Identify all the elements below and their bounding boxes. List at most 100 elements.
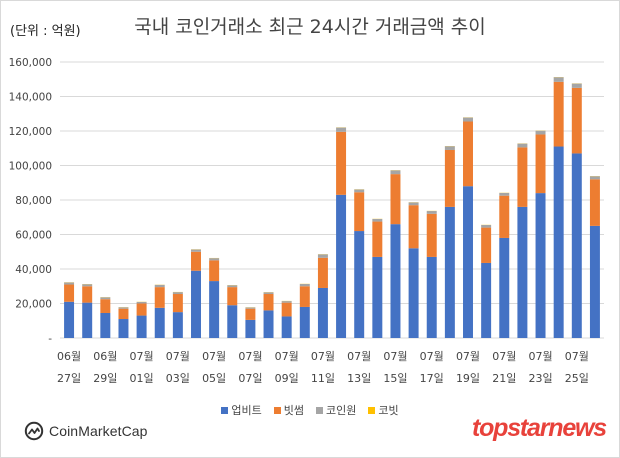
legend: 업비트 빗썸 코인원 코빗	[0, 402, 620, 418]
bar-segment	[191, 270, 201, 338]
bar-segment	[64, 284, 75, 302]
bar-segment	[444, 149, 455, 207]
x-tick-label: 03일	[166, 371, 190, 385]
bar-segment	[463, 117, 473, 122]
bar-segment	[390, 224, 401, 338]
bar-segment	[354, 192, 365, 232]
topstarnews-logo: topstarnews	[471, 414, 607, 442]
bar-segment	[263, 294, 274, 311]
bar-segment	[281, 302, 292, 317]
bar-segment	[172, 294, 183, 313]
bar-segment	[299, 284, 310, 287]
bar-segment	[263, 310, 274, 338]
x-tick-label: 09일	[275, 371, 299, 385]
bar-segment	[517, 147, 528, 207]
bar-segment	[299, 306, 310, 338]
x-tick-label: 17일	[420, 371, 444, 385]
bar-segment	[154, 284, 165, 288]
bar-segment	[444, 146, 455, 150]
bar-segment	[154, 307, 165, 338]
legend-swatch	[221, 406, 229, 414]
bar-segment	[408, 205, 419, 249]
bar-segment	[336, 131, 347, 195]
bar-segment	[154, 287, 165, 308]
bar-segment	[336, 127, 347, 132]
bar-segment	[426, 256, 437, 338]
bar-segment	[390, 174, 401, 225]
bar-segment	[281, 316, 292, 338]
x-tick-label: 05일	[202, 371, 226, 385]
x-tick-label: 21일	[492, 371, 516, 385]
bar-segment	[100, 299, 111, 313]
x-tick-label: 07월	[311, 350, 335, 363]
bar-segment	[209, 260, 220, 282]
x-tick-label: 07월	[383, 350, 407, 363]
legend-item: 빗썸	[273, 402, 304, 418]
bar-segment	[426, 213, 437, 257]
bar-segment	[408, 248, 419, 338]
bar-segment	[408, 202, 419, 206]
bar-segment	[172, 312, 183, 338]
bar-segment	[100, 312, 111, 338]
bar-segment	[517, 206, 528, 338]
bar-segment	[136, 303, 147, 316]
bar-segment	[372, 256, 383, 338]
bar-segment	[336, 194, 347, 338]
y-tick-label: 120,000	[9, 126, 52, 138]
bar-segment	[281, 301, 292, 303]
bar-segment	[390, 170, 401, 175]
x-tick-label: 07월	[238, 350, 262, 363]
chart-title: 국내 코인거래소 최근 24시간 거래금액 추이	[134, 16, 486, 38]
x-tick-label: 07월	[528, 350, 552, 363]
bar-segment	[372, 221, 383, 257]
x-tick-label: 27일	[57, 371, 81, 385]
bar-segment	[444, 206, 455, 338]
y-tick-label: 40,000	[15, 264, 52, 276]
bar-segment	[100, 297, 111, 300]
bar-segment	[571, 87, 582, 154]
bar-segment	[263, 292, 274, 295]
coinmarketcap-icon	[24, 421, 44, 441]
y-axis-ticks: - 20,000 40,000 60,000 80,000 100,000 120,000 1…	[9, 57, 53, 345]
bar-segment	[354, 231, 365, 338]
bar-segment	[589, 225, 600, 338]
bar-segment	[426, 211, 437, 214]
y-tick-label: -	[48, 333, 52, 345]
bar-segment	[136, 315, 147, 338]
bar-segment	[553, 81, 564, 147]
legend-item: 업비트	[221, 402, 262, 418]
bar-segment	[136, 301, 147, 304]
coinmarketcap-logo: CoinMarketCap	[24, 421, 148, 441]
bar-segment	[535, 193, 546, 338]
bar-segment	[535, 130, 546, 135]
bar-segment	[209, 281, 220, 338]
bar-segment	[118, 308, 129, 320]
bar-segment	[82, 284, 93, 287]
bar-segment	[227, 305, 238, 338]
bar-segment	[64, 301, 75, 338]
bar-segment	[317, 287, 328, 338]
bar-segment	[553, 77, 564, 82]
x-tick-label: 29일	[93, 371, 117, 385]
x-tick-label: 07일	[238, 371, 262, 385]
bar-segment	[372, 218, 383, 222]
bar-segment	[317, 257, 328, 288]
bar-segment	[517, 143, 528, 148]
bars	[64, 77, 600, 338]
bar-segment	[553, 146, 564, 338]
legend-swatch	[316, 406, 323, 414]
unit-label: (단위 : 억원)	[10, 24, 81, 39]
bar-segment	[499, 195, 510, 238]
bar-segment	[118, 307, 129, 309]
x-tick-label: 11일	[311, 371, 335, 385]
coinmarketcap-wordmark: CoinMarketCap	[49, 423, 148, 439]
bar-segment	[589, 179, 600, 226]
legend-label: 코인원	[326, 404, 357, 417]
x-tick-label: 07월	[130, 350, 154, 363]
bar-segment	[535, 134, 546, 194]
bar-segment	[463, 186, 473, 338]
legend-swatch	[368, 406, 376, 414]
bar-segment	[227, 287, 238, 306]
bar-segment	[571, 83, 582, 88]
